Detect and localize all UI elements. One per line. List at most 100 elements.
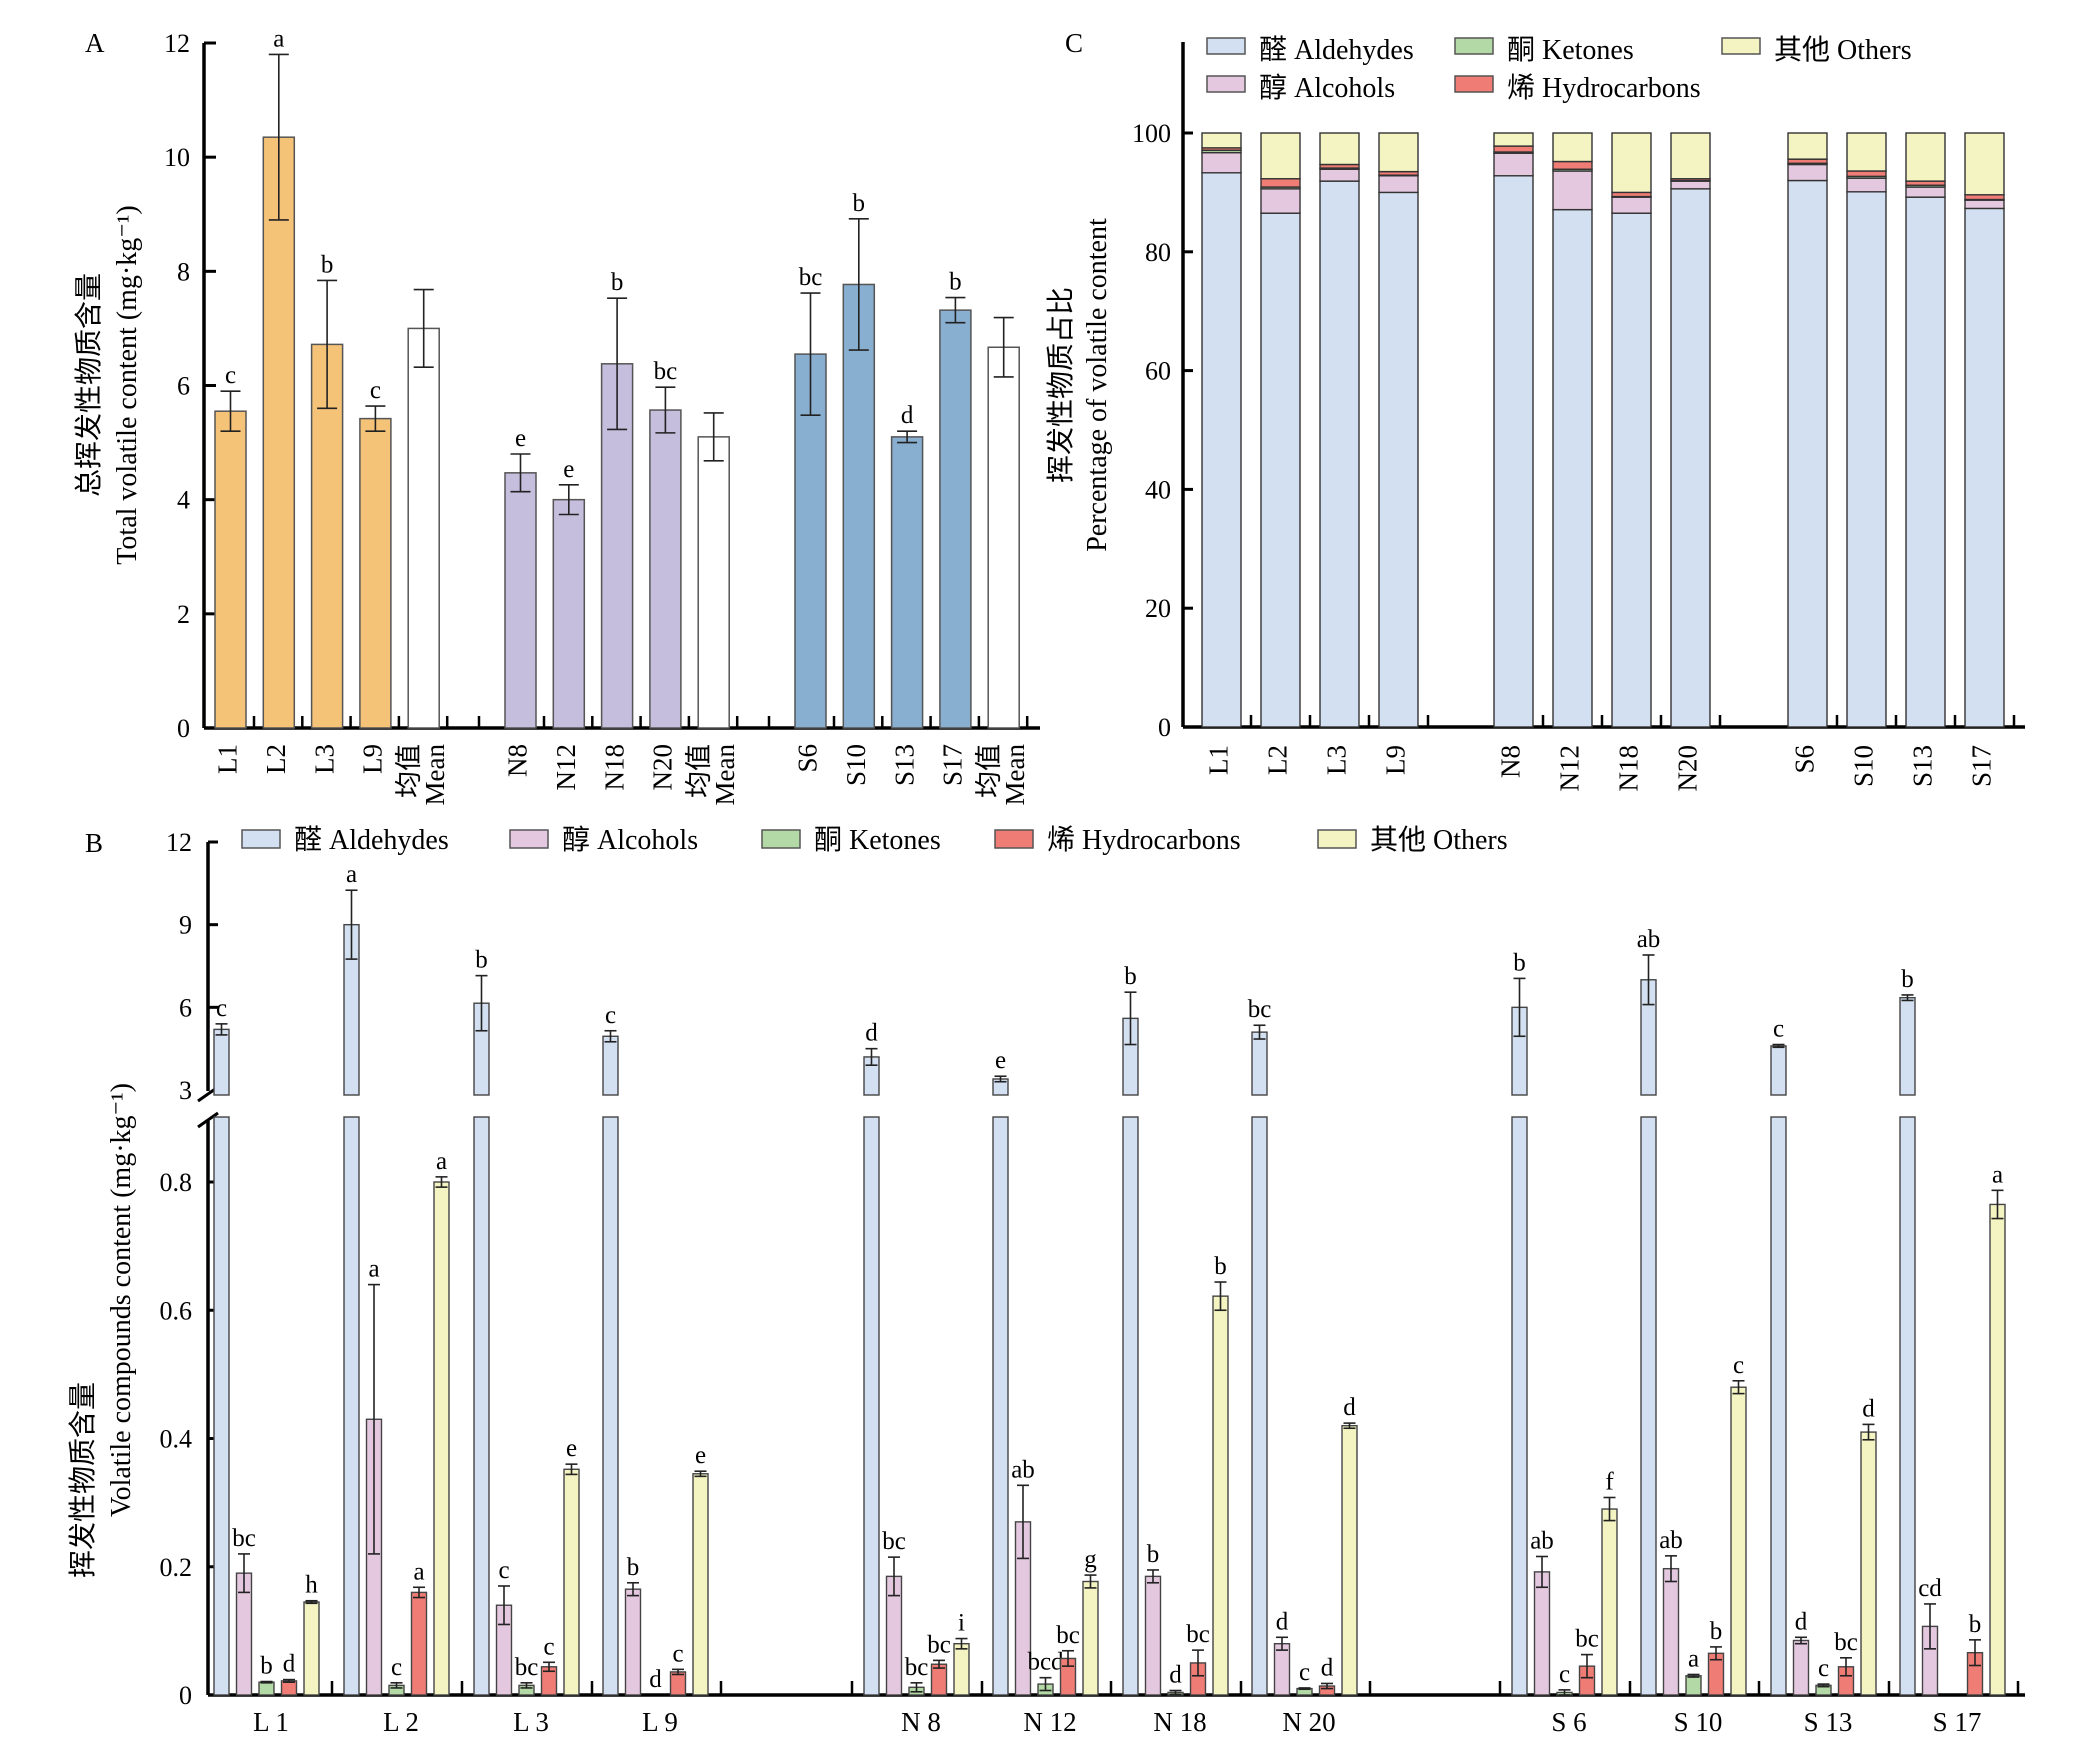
significance-letter: e	[995, 1047, 1006, 1074]
significance-letter: c	[1299, 1659, 1310, 1686]
error-bar	[238, 1553, 250, 1594]
y-tick-label: 0	[177, 714, 190, 743]
significance-letter: b	[321, 251, 334, 278]
legend-label: 烯 Hydrocarbons	[1507, 72, 1701, 104]
bar-aldehydes-upper	[1770, 1045, 1787, 1096]
x-tick-label: N12	[1555, 745, 1585, 792]
x-tick-label: N 20	[1282, 1707, 1335, 1737]
significance-letter: d	[1321, 1654, 1334, 1681]
bar-aldehydes-upper	[1899, 996, 1916, 1096]
y-tick-label: 12	[164, 29, 190, 58]
x-tick-label-mean-cn: 均值	[974, 744, 1004, 798]
error-bar	[413, 288, 434, 369]
significance-letter: h	[305, 1572, 318, 1599]
stacked-bar: N12	[1552, 132, 1604, 792]
significance-letter: c	[1559, 1661, 1570, 1688]
stacked-bar: N20	[1670, 132, 1722, 792]
bar-alcohols	[1144, 1575, 1162, 1696]
legend-swatch	[1206, 37, 1246, 55]
segment-others	[1787, 132, 1828, 160]
bar	[552, 498, 586, 729]
x-tick-label: S10	[841, 744, 871, 786]
y-tick-label: 3	[179, 1076, 192, 1105]
bar-ketones	[1685, 1675, 1702, 1696]
error-bar	[1536, 1555, 1548, 1589]
segment-aldehydes	[1846, 191, 1887, 728]
bar-aldehydes-lower	[863, 1116, 880, 1696]
error-bar	[390, 1682, 403, 1689]
bar-aldehydes-lower	[1770, 1116, 1787, 1696]
panel-letter-c: C	[1065, 28, 1083, 58]
segment-others	[1964, 132, 2005, 196]
legend: 醛 Aldehydes 酮 Ketones 其他 Others 醇 Alcohols 烯…	[1206, 34, 1912, 104]
significance-letter: c	[605, 1002, 616, 1029]
segment-alcohols	[1964, 199, 2005, 210]
error-bar	[365, 405, 386, 432]
segment-aldehydes	[1319, 180, 1360, 728]
error-bar	[672, 1668, 684, 1676]
y-axis-title-en: Total volatile content (mg·kg⁻¹)	[112, 205, 143, 564]
legend-label: 其他 Others	[1370, 824, 1508, 856]
bar	[262, 136, 296, 729]
bar-others	[1860, 1431, 1877, 1696]
x-tick-label: S6	[793, 744, 823, 773]
significance-letter: bc	[1834, 1629, 1858, 1656]
bar-others	[1730, 1386, 1747, 1696]
bar-aldehydes-lower	[1251, 1116, 1268, 1696]
stacked-bar: S6	[1787, 132, 1839, 774]
y-tick-label: 2	[177, 600, 190, 629]
bar-ketones	[258, 1681, 275, 1696]
bar-alcohols	[1533, 1571, 1551, 1696]
significance-letter: a	[1688, 1645, 1699, 1672]
stacked-bar: L9	[1378, 132, 1430, 775]
error-bar	[1862, 1423, 1875, 1441]
x-tick-label: S13	[889, 744, 919, 786]
significance-letter: ab	[1530, 1527, 1554, 1554]
y-tick-label: 20	[1145, 594, 1171, 623]
significance-letter: b	[611, 269, 624, 296]
x-tick-label: S 13	[1804, 1707, 1853, 1737]
x-tick-label: L9	[358, 744, 388, 774]
bar-alcohols	[1273, 1642, 1291, 1696]
bar	[890, 436, 924, 729]
error-bar	[655, 386, 676, 434]
y-axis-title: 挥发性物质含量 Volatile compounds content (mg·kg…	[67, 1083, 137, 1578]
y-tick-label: 0	[1158, 713, 1171, 742]
error-bar	[1147, 1569, 1159, 1584]
x-tick-label: S 10	[1674, 1707, 1723, 1737]
x-tick-label: N12	[551, 744, 581, 791]
significance-letter: bc	[654, 358, 678, 385]
error-bar	[1642, 954, 1655, 1006]
significance-letter: a	[1992, 1161, 2003, 1188]
significance-letter: d	[1276, 1608, 1289, 1635]
significance-letter: bc	[232, 1525, 256, 1552]
significance-letter: b	[475, 947, 488, 974]
significance-letter: d	[1343, 1394, 1356, 1421]
significance-letter: e	[563, 456, 574, 483]
significance-letter: c	[1818, 1655, 1829, 1682]
x-tick-label: N8	[1496, 745, 1526, 778]
y-tick-label: 60	[1145, 357, 1171, 386]
x-tick-label: N8	[503, 744, 533, 777]
y-tick-label: 6	[177, 372, 190, 401]
significance-letter: e	[566, 1435, 577, 1462]
significance-letter: c	[543, 1633, 554, 1660]
legend-label: 醇 Alcohols	[1259, 72, 1395, 104]
legend-label: 酮 Ketones	[1507, 35, 1634, 66]
legend-label: 其他 Others	[1774, 34, 1912, 66]
segment-aldehydes	[1493, 175, 1534, 728]
significance-letter: c	[498, 1557, 509, 1584]
error-bar	[607, 297, 628, 431]
bar	[649, 409, 682, 729]
significance-letter: c	[225, 362, 236, 389]
bar-others	[433, 1181, 450, 1696]
error-bar	[1732, 1379, 1745, 1395]
bar-others	[563, 1468, 580, 1696]
bar-hydrocarbons	[410, 1591, 428, 1696]
significance-letter: ab	[1637, 926, 1661, 953]
error-bar	[994, 1075, 1007, 1083]
